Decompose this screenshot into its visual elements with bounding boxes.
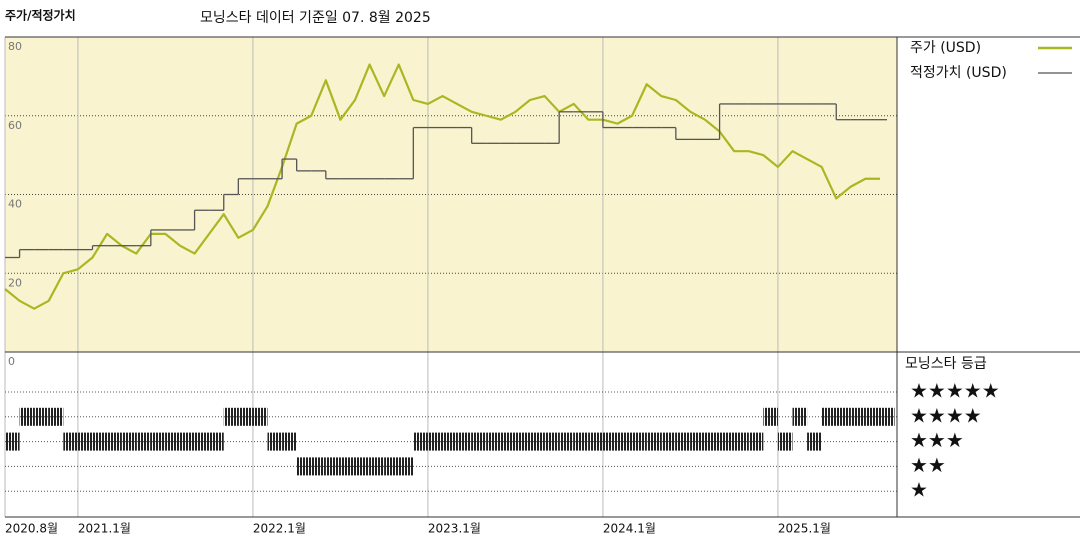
rating-bar [340, 457, 355, 476]
rating-bar [427, 432, 443, 451]
rating-bar [807, 432, 822, 451]
rating-bar [544, 432, 560, 451]
legend-label: 적정가치 (USD) [910, 65, 1007, 81]
rating-bar [777, 432, 793, 451]
rating-bar [442, 432, 458, 451]
rating-title: 모닝스타 등급 [905, 356, 987, 372]
rating-legend-label: ★★ [910, 453, 946, 477]
rating-bar [573, 432, 589, 451]
rating-bar [748, 432, 764, 451]
rating-bar [63, 432, 78, 451]
rating-bar [530, 432, 545, 451]
rating-bar [617, 432, 633, 451]
rating-bar [471, 432, 487, 451]
rating-bar [646, 432, 662, 451]
x-tick-label: 2020.8월 [5, 522, 58, 536]
rating-bar [48, 407, 64, 426]
rating-bar [34, 407, 49, 426]
legend-label: 주가 (USD) [910, 40, 981, 56]
rating-bar [792, 407, 808, 426]
x-tick-label: 2023.1월 [428, 522, 481, 536]
rating-bar [763, 407, 778, 426]
marks [4, 63, 895, 476]
x-tick-label: 2025.1월 [778, 522, 831, 536]
rating-bar [77, 432, 93, 451]
rating-bar [252, 407, 268, 426]
rating-bar [150, 432, 166, 451]
rating-bar [821, 407, 837, 426]
rating-bar [194, 432, 210, 451]
rating-legend-label: ★★★ [910, 428, 964, 452]
y-tick-label: 20 [8, 276, 22, 289]
fair-value-connector [18, 103, 837, 258]
rating-bar [413, 432, 428, 451]
x-tick-label: 2022.1월 [253, 522, 306, 536]
x-tick-label: 2021.1월 [78, 522, 131, 536]
rating-bar [107, 432, 122, 451]
rating-bar [369, 457, 385, 476]
rating-bar [836, 407, 851, 426]
rating-bar [486, 432, 501, 451]
x-tick-label: 2024.1월 [603, 522, 656, 536]
rating-bar [457, 432, 472, 451]
rating-bar [267, 432, 283, 451]
rating-legend-label: ★ [910, 478, 928, 502]
rating-bar [180, 432, 195, 451]
rating-bar [5, 432, 20, 451]
rating-bar [880, 407, 895, 426]
rating-bar [734, 432, 749, 451]
rating-bar [238, 407, 253, 426]
rating-bar [92, 432, 108, 451]
price-panel [5, 37, 897, 352]
rating-bar [515, 432, 530, 451]
rating-bar [559, 432, 574, 451]
rating-legend-label: ★★★★★ [910, 379, 1000, 403]
rating-bar [500, 432, 516, 451]
chart-subtitle: 모닝스타 데이터 기준일 07. 8월 2025 [200, 10, 431, 26]
rating-bar [384, 457, 399, 476]
rating-bar [398, 457, 414, 476]
rating-bar [355, 457, 370, 476]
rating-bar [165, 432, 180, 451]
rating-bar [136, 432, 151, 451]
rating-bar [296, 457, 312, 476]
y-tick-label: 40 [8, 198, 22, 211]
rating-bar [675, 432, 691, 451]
rating-bar [719, 432, 735, 451]
rating-bar [209, 432, 224, 451]
rating-bar [282, 432, 297, 451]
rating-bar [588, 432, 603, 451]
y-tick-label: 80 [8, 40, 22, 53]
y-tick-label: 60 [8, 119, 22, 132]
rating-legend-label: ★★★★ [910, 403, 982, 427]
rating-axis-label: 0 [8, 355, 15, 368]
rating-bar [850, 407, 866, 426]
rating-bar [311, 457, 326, 476]
rating-bar [325, 457, 341, 476]
rating-bar [661, 432, 676, 451]
rating-bar [690, 432, 705, 451]
rating-bar [223, 407, 239, 426]
rating-bar [121, 432, 137, 451]
chart-title: 주가/적정가치 [5, 8, 76, 23]
rating-bar [865, 407, 880, 426]
rating-bar [705, 432, 720, 451]
rating-bar [19, 407, 35, 426]
rating-bar [632, 432, 647, 451]
rating-bar [602, 432, 618, 451]
